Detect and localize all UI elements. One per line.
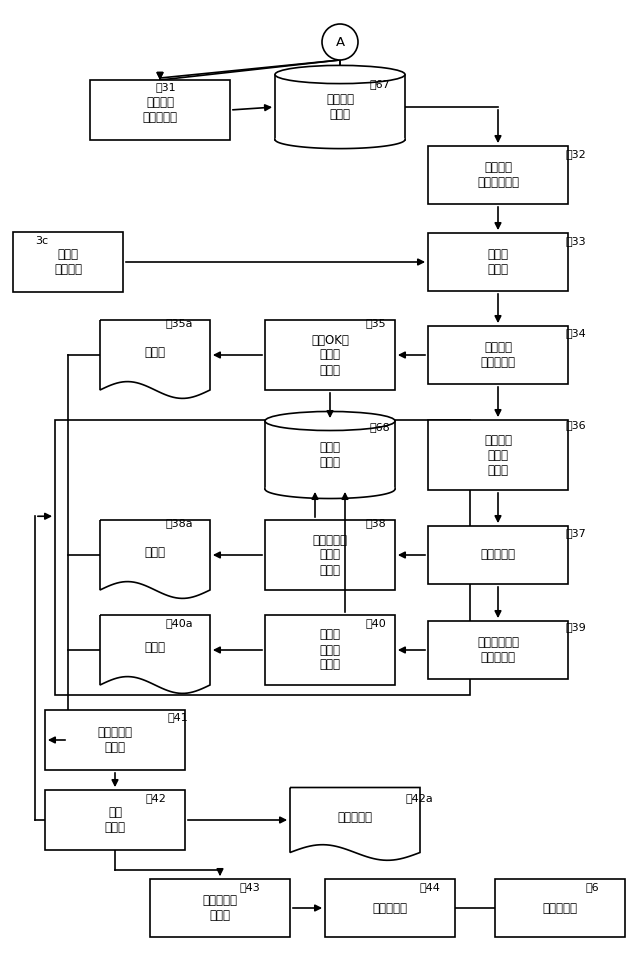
- Text: 3c: 3c: [35, 236, 48, 246]
- Text: 補償開始
条件入力部: 補償開始 条件入力部: [143, 96, 177, 124]
- Text: 補償判定部: 補償判定部: [481, 549, 515, 561]
- Bar: [265, 421, 395, 489]
- Text: 報告書: 報告書: [145, 546, 166, 559]
- Text: ～68: ～68: [370, 422, 391, 432]
- Text: ～36: ～36: [565, 420, 586, 430]
- FancyBboxPatch shape: [265, 320, 395, 390]
- Text: 報告書: 報告書: [145, 346, 166, 359]
- Text: 支払リスト
作成部: 支払リスト 作成部: [202, 894, 237, 922]
- Text: 発電OK分
報告書
発行部: 発電OK分 報告書 発行部: [311, 334, 349, 377]
- Text: ～31: ～31: [155, 82, 175, 92]
- Text: 周辺地域
データ
取得部: 周辺地域 データ 取得部: [484, 433, 512, 476]
- Text: ～34: ～34: [565, 328, 586, 338]
- FancyBboxPatch shape: [428, 146, 568, 204]
- Text: ～37: ～37: [565, 528, 586, 538]
- FancyBboxPatch shape: [13, 232, 123, 292]
- Text: 報告書: 報告書: [145, 641, 166, 654]
- Text: 発電量
取得部: 発電量 取得部: [488, 248, 509, 276]
- Text: 報告書
データ: 報告書 データ: [319, 441, 340, 469]
- Text: ～35: ～35: [365, 318, 386, 328]
- FancyBboxPatch shape: [428, 420, 568, 490]
- Text: 銀行サーバ: 銀行サーバ: [543, 902, 577, 915]
- Text: ～40a: ～40a: [165, 618, 193, 628]
- Text: ～32: ～32: [565, 149, 586, 159]
- Text: ～38: ～38: [365, 518, 386, 528]
- Text: 発電不足
住宅判定部: 発電不足 住宅判定部: [481, 341, 515, 369]
- Text: 支払実行部: 支払実行部: [372, 902, 408, 915]
- Bar: [55, 420, 470, 695]
- Text: 補償分
報告書
発行部: 補償分 報告書 発行部: [319, 628, 340, 671]
- Text: ～38a: ～38a: [165, 518, 193, 528]
- Text: 修正報告書: 修正報告書: [337, 811, 372, 824]
- Bar: [275, 75, 405, 140]
- FancyBboxPatch shape: [265, 520, 395, 590]
- FancyBboxPatch shape: [150, 879, 290, 937]
- PathPatch shape: [100, 615, 210, 693]
- Text: ～43: ～43: [240, 882, 260, 892]
- Text: ～35a: ～35a: [165, 318, 193, 328]
- Ellipse shape: [265, 411, 395, 430]
- Text: ～67: ～67: [370, 79, 391, 89]
- FancyBboxPatch shape: [495, 879, 625, 937]
- Text: 修正
登録部: 修正 登録部: [104, 806, 125, 834]
- FancyBboxPatch shape: [428, 526, 568, 584]
- FancyBboxPatch shape: [265, 615, 395, 685]
- Text: ～6: ～6: [585, 882, 598, 892]
- PathPatch shape: [100, 320, 210, 399]
- Text: ～42a: ～42a: [405, 793, 433, 803]
- PathPatch shape: [290, 788, 420, 860]
- Text: 報告書修正
入力部: 報告書修正 入力部: [97, 726, 132, 754]
- Text: A: A: [335, 35, 344, 49]
- Text: ～44: ～44: [420, 882, 441, 892]
- Circle shape: [322, 24, 358, 60]
- Text: 補償上限以下
切りすて部: 補償上限以下 切りすて部: [477, 636, 519, 664]
- Text: 補償不可分
報告書
発行部: 補償不可分 報告書 発行部: [312, 533, 348, 576]
- Text: 確認対象
データ取得部: 確認対象 データ取得部: [477, 161, 519, 189]
- Text: 補償対象
データ: 補償対象 データ: [326, 93, 354, 121]
- Text: ～33: ～33: [565, 236, 586, 246]
- Text: 発電量
記録端末: 発電量 記録端末: [54, 248, 82, 276]
- FancyBboxPatch shape: [428, 326, 568, 384]
- FancyBboxPatch shape: [90, 80, 230, 140]
- FancyBboxPatch shape: [325, 879, 455, 937]
- Text: ～41: ～41: [168, 712, 189, 722]
- Ellipse shape: [265, 480, 395, 498]
- PathPatch shape: [100, 520, 210, 598]
- Text: ～42: ～42: [145, 793, 166, 803]
- Text: ～40: ～40: [365, 618, 386, 628]
- FancyBboxPatch shape: [45, 710, 185, 770]
- FancyBboxPatch shape: [428, 233, 568, 291]
- Ellipse shape: [275, 130, 405, 148]
- Ellipse shape: [275, 65, 405, 83]
- FancyBboxPatch shape: [45, 790, 185, 850]
- FancyBboxPatch shape: [428, 621, 568, 679]
- Text: ～39: ～39: [565, 622, 586, 632]
